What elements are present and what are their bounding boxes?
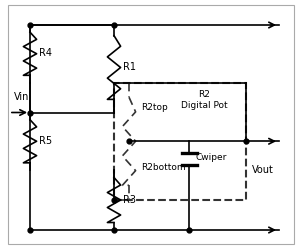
Text: Cwiper: Cwiper: [195, 153, 226, 162]
Text: Vout: Vout: [252, 165, 274, 175]
Text: R5: R5: [39, 136, 52, 146]
Text: R2bottom: R2bottom: [141, 163, 186, 172]
Text: R4: R4: [39, 48, 52, 58]
Text: Vin: Vin: [14, 92, 29, 102]
Text: R2top: R2top: [141, 103, 168, 112]
Text: R1: R1: [123, 62, 136, 72]
Text: R3: R3: [123, 195, 136, 205]
Text: R2
Digital Pot: R2 Digital Pot: [181, 90, 227, 110]
